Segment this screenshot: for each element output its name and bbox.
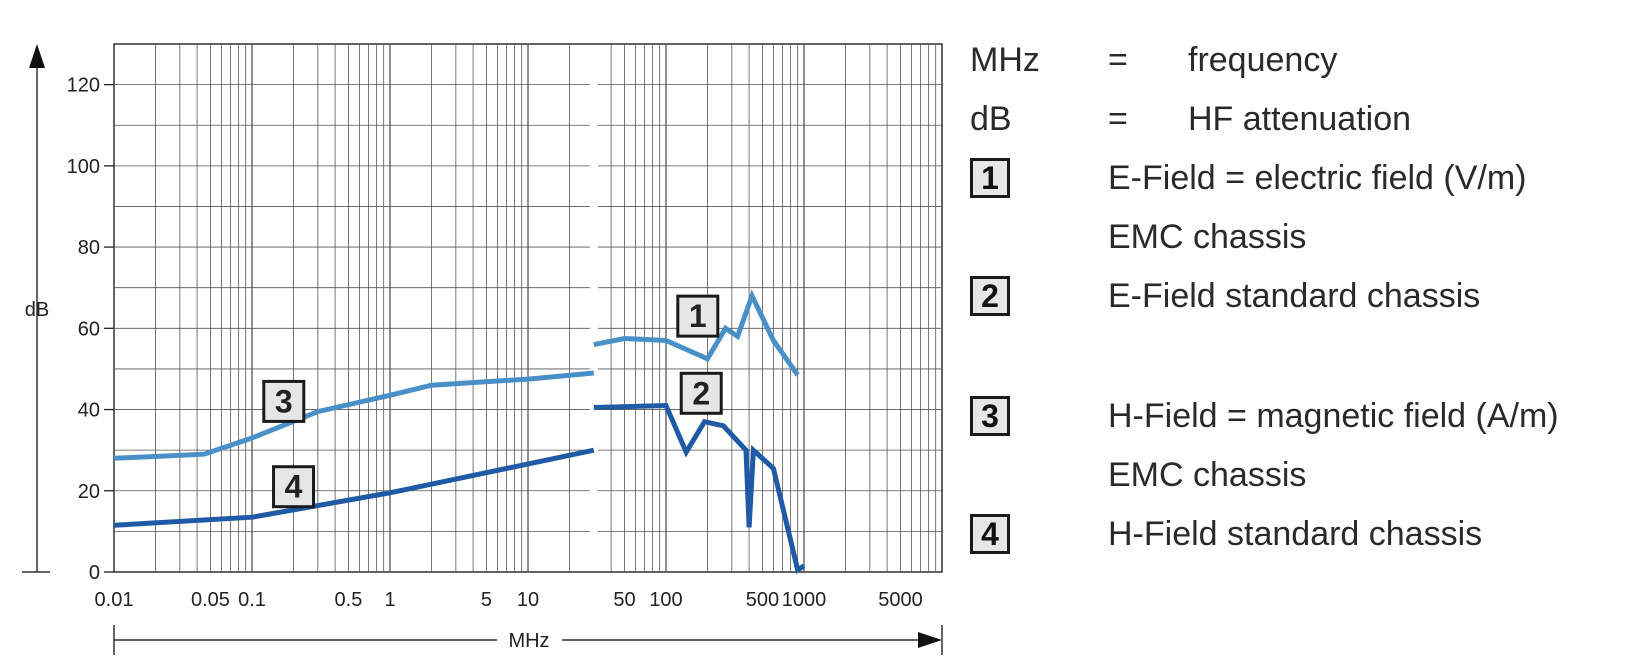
badge-label: 4	[285, 469, 303, 505]
series-line-3	[113, 370, 595, 461]
x-tick-label: 500	[746, 589, 779, 611]
x-tick-label: 50	[613, 589, 635, 611]
x-tick-label: 10	[517, 589, 539, 611]
badge-box	[262, 379, 306, 423]
legend-symbol: dB	[970, 100, 1012, 138]
series-badge-4: 4	[272, 465, 316, 509]
legend-badge-3: 3	[970, 396, 1010, 436]
axes: dB MHz	[22, 44, 943, 655]
y-axis-label: dB	[25, 299, 49, 321]
legend-equals: =	[1108, 100, 1128, 138]
legend-item-2-line-1: E-Field standard chassis	[1108, 277, 1481, 315]
badge-label: 3	[275, 383, 293, 419]
badge-box	[676, 294, 720, 338]
series-badge-3: 3	[262, 379, 306, 423]
legend-item-4-line-1: H-Field standard chassis	[1108, 515, 1483, 553]
x-tick-label: 0.01	[95, 589, 134, 611]
series-badge-2: 2	[679, 371, 723, 415]
series-line-1	[593, 289, 800, 377]
badge-label: 2	[692, 375, 710, 411]
series-line-2	[593, 402, 806, 575]
legend-item-1-line-1: E-Field = electric field (V/m)	[1108, 159, 1527, 197]
legend-badge-4: 4	[970, 514, 1010, 554]
series-badge-1: 1	[676, 294, 720, 338]
x-axis-arrowhead	[918, 632, 942, 648]
y-tick-label: 0	[89, 562, 100, 584]
badge-box	[272, 465, 316, 509]
series-badges: 1 2 3 4	[262, 294, 723, 509]
legend-description: frequency	[1188, 41, 1338, 79]
y-tick-label: 60	[78, 318, 100, 340]
legend-item-1-line-2: EMC chassis	[1108, 218, 1307, 256]
legend-item-3-line-1: H-Field = magnetic field (A/m)	[1108, 397, 1559, 435]
legend-badge-2: 2	[970, 276, 1010, 316]
legend-description: HF attenuation	[1188, 100, 1412, 138]
y-tick-label: 120	[67, 75, 100, 97]
y-tick-label: 100	[67, 156, 100, 178]
x-tick-label: 1	[384, 589, 395, 611]
x-tick-label: 0.1	[238, 589, 266, 611]
badge-label: 1	[689, 298, 707, 334]
y-tick-label: 40	[78, 400, 100, 422]
range-gap	[589, 45, 598, 571]
legend-badge-1: 1	[970, 158, 1010, 198]
series-line-4	[113, 447, 595, 528]
x-tick-label: 1000	[782, 589, 827, 611]
y-tick-labels: 0 20 40 60 80 100 120	[67, 75, 114, 584]
x-axis-label: MHz	[508, 630, 549, 652]
badge-box	[679, 371, 723, 415]
x-tick-label: 5	[481, 589, 492, 611]
legend-symbol: MHz	[970, 41, 1040, 79]
y-tick-label: 20	[78, 481, 100, 503]
attenuation-chart: dB MHz 0 20 40 60 80 100 120 0.01 0.05 0.1 0.5 1 5 1…	[22, 43, 943, 655]
y-axis-arrowhead	[29, 44, 45, 68]
legend-equals: =	[1108, 41, 1128, 79]
x-tick-label: 100	[649, 589, 682, 611]
x-tick-labels: 0.01 0.05 0.1 0.5 1 5 10 50 100 500 1000 5000	[95, 589, 923, 611]
series-lines	[113, 289, 806, 575]
grid	[113, 43, 943, 573]
y-tick-label: 80	[78, 237, 100, 259]
x-tick-label: 0.05	[191, 589, 230, 611]
legend-item-3-line-2: EMC chassis	[1108, 456, 1307, 494]
x-tick-label: 0.5	[335, 589, 363, 611]
x-tick-label: 5000	[878, 589, 923, 611]
